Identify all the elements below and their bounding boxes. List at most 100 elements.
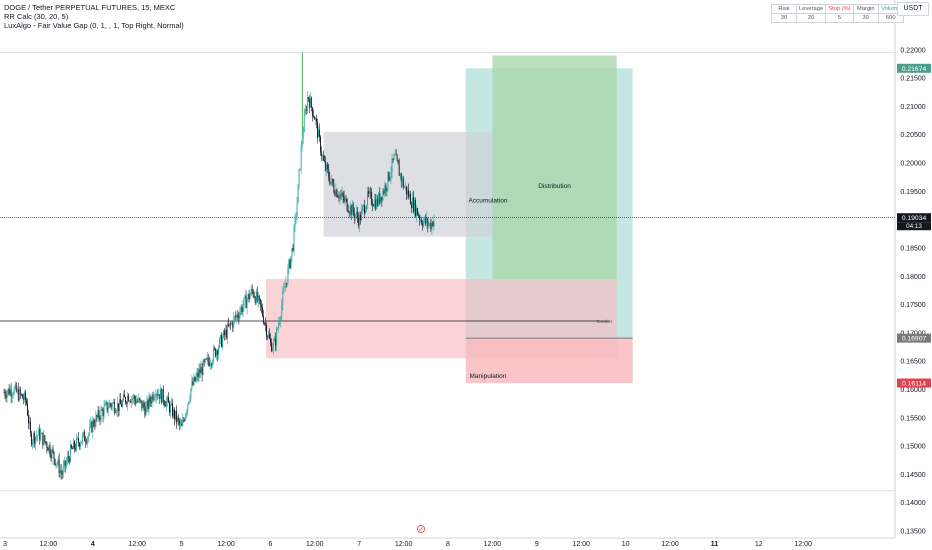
- price-tick-16: 0.21500: [900, 76, 925, 83]
- candle-body: [383, 191, 385, 194]
- candle-body: [358, 214, 360, 226]
- candle-body: [178, 417, 180, 421]
- candle-body: [238, 317, 240, 319]
- candle-body: [339, 194, 341, 199]
- candle-body: [325, 161, 327, 170]
- candle-body: [394, 154, 396, 156]
- candle-body: [118, 399, 120, 412]
- price-tick-1: 0.14000: [900, 500, 925, 507]
- candle-body: [270, 338, 271, 343]
- time-tick-6: 6: [268, 541, 272, 548]
- candle-body: [186, 410, 188, 415]
- candle-body: [391, 158, 393, 173]
- candle-body: [6, 392, 8, 398]
- candle-body: [144, 407, 146, 416]
- candle-body: [418, 215, 420, 217]
- candle-body: [9, 389, 11, 395]
- candle-body: [130, 401, 132, 403]
- candle-body: [195, 376, 197, 382]
- candle-body: [381, 196, 383, 201]
- candle-body: [307, 97, 309, 100]
- candle-body: [330, 181, 332, 184]
- currency-button[interactable]: USDT: [897, 2, 929, 16]
- candle-body: [18, 389, 20, 401]
- candle-body: [407, 190, 409, 197]
- candle-body: [200, 367, 202, 374]
- candle-body: [64, 460, 66, 467]
- candle-body: [322, 155, 324, 157]
- candle-body: [228, 323, 230, 327]
- candle-body: [68, 458, 70, 462]
- candle-body: [274, 338, 276, 341]
- candle-body: [377, 198, 379, 205]
- price-tick-8: 0.17500: [900, 302, 925, 309]
- candle-body: [335, 189, 337, 196]
- candle-body: [420, 219, 422, 221]
- candle-body: [137, 401, 139, 402]
- candle-body: [19, 389, 21, 395]
- candle-body: [193, 376, 195, 385]
- candle-body: [345, 198, 347, 200]
- candle-body: [81, 441, 83, 444]
- time-tick-5: 12:00: [217, 541, 235, 548]
- candle-body: [69, 445, 71, 462]
- candle-body: [150, 401, 152, 404]
- accumulation-zone: [323, 131, 493, 237]
- candle-body: [165, 401, 167, 407]
- rr-calc-legend[interactable]: RR Calc (30, 20, 5): [4, 12, 69, 21]
- candle-body: [384, 185, 386, 194]
- price-tick-6: 0.16500: [900, 359, 925, 366]
- time-tick-2: 4: [91, 541, 95, 548]
- candle-body: [78, 438, 79, 443]
- fvg-indicator-legend[interactable]: LuxAlgo - Fair Value Gap (0, 1, , 1, Top…: [4, 21, 184, 30]
- candle-body: [316, 118, 317, 122]
- candle-body: [382, 191, 384, 201]
- candle-body: [79, 442, 81, 447]
- candle-body: [409, 193, 411, 205]
- candle-body: [363, 205, 364, 207]
- target-price-badge-bg: [897, 63, 931, 73]
- candle-body: [402, 178, 404, 188]
- candle-body: [105, 402, 107, 404]
- candle-body: [120, 404, 122, 407]
- candle-body: [100, 409, 102, 420]
- candle-body: [201, 367, 203, 375]
- candle-body: [166, 397, 168, 402]
- price-tick-2: 0.14500: [900, 472, 925, 479]
- candle-body: [311, 107, 313, 116]
- candle-body: [168, 402, 170, 413]
- candle-body: [220, 335, 221, 339]
- candle-body: [75, 448, 76, 450]
- candle-body: [416, 208, 418, 216]
- candle-body: [206, 357, 208, 360]
- candle-body: [227, 323, 229, 338]
- candle-body: [146, 400, 148, 407]
- candle-body: [297, 183, 299, 204]
- candle-body: [133, 396, 135, 399]
- candle-body: [160, 389, 162, 403]
- candle-body: [222, 337, 223, 347]
- event-marker-icon: [416, 525, 425, 534]
- candle-body: [388, 171, 390, 181]
- price-tick-5: 0.16000: [900, 387, 925, 394]
- candle-body: [189, 398, 191, 402]
- candle-body: [425, 217, 427, 224]
- candle-body: [145, 406, 147, 416]
- symbol-legend[interactable]: DOGE / Tether PERPETUAL FUTURES, 15, MEX…: [4, 3, 176, 12]
- candle-body: [373, 205, 375, 207]
- price-tick-15: 0.21000: [900, 104, 925, 111]
- candle-body: [72, 441, 74, 450]
- candle-body: [136, 401, 138, 404]
- candle-body: [253, 295, 255, 298]
- candle-body: [353, 212, 355, 218]
- candle-body: [405, 186, 407, 195]
- candle-body: [286, 282, 288, 284]
- candle-body: [379, 193, 381, 203]
- candle-body: [128, 395, 130, 402]
- candle-body: [399, 173, 401, 176]
- candle-body: [93, 420, 95, 426]
- candle-body: [268, 334, 269, 337]
- candle-body: [282, 292, 284, 305]
- candle-body: [92, 420, 94, 433]
